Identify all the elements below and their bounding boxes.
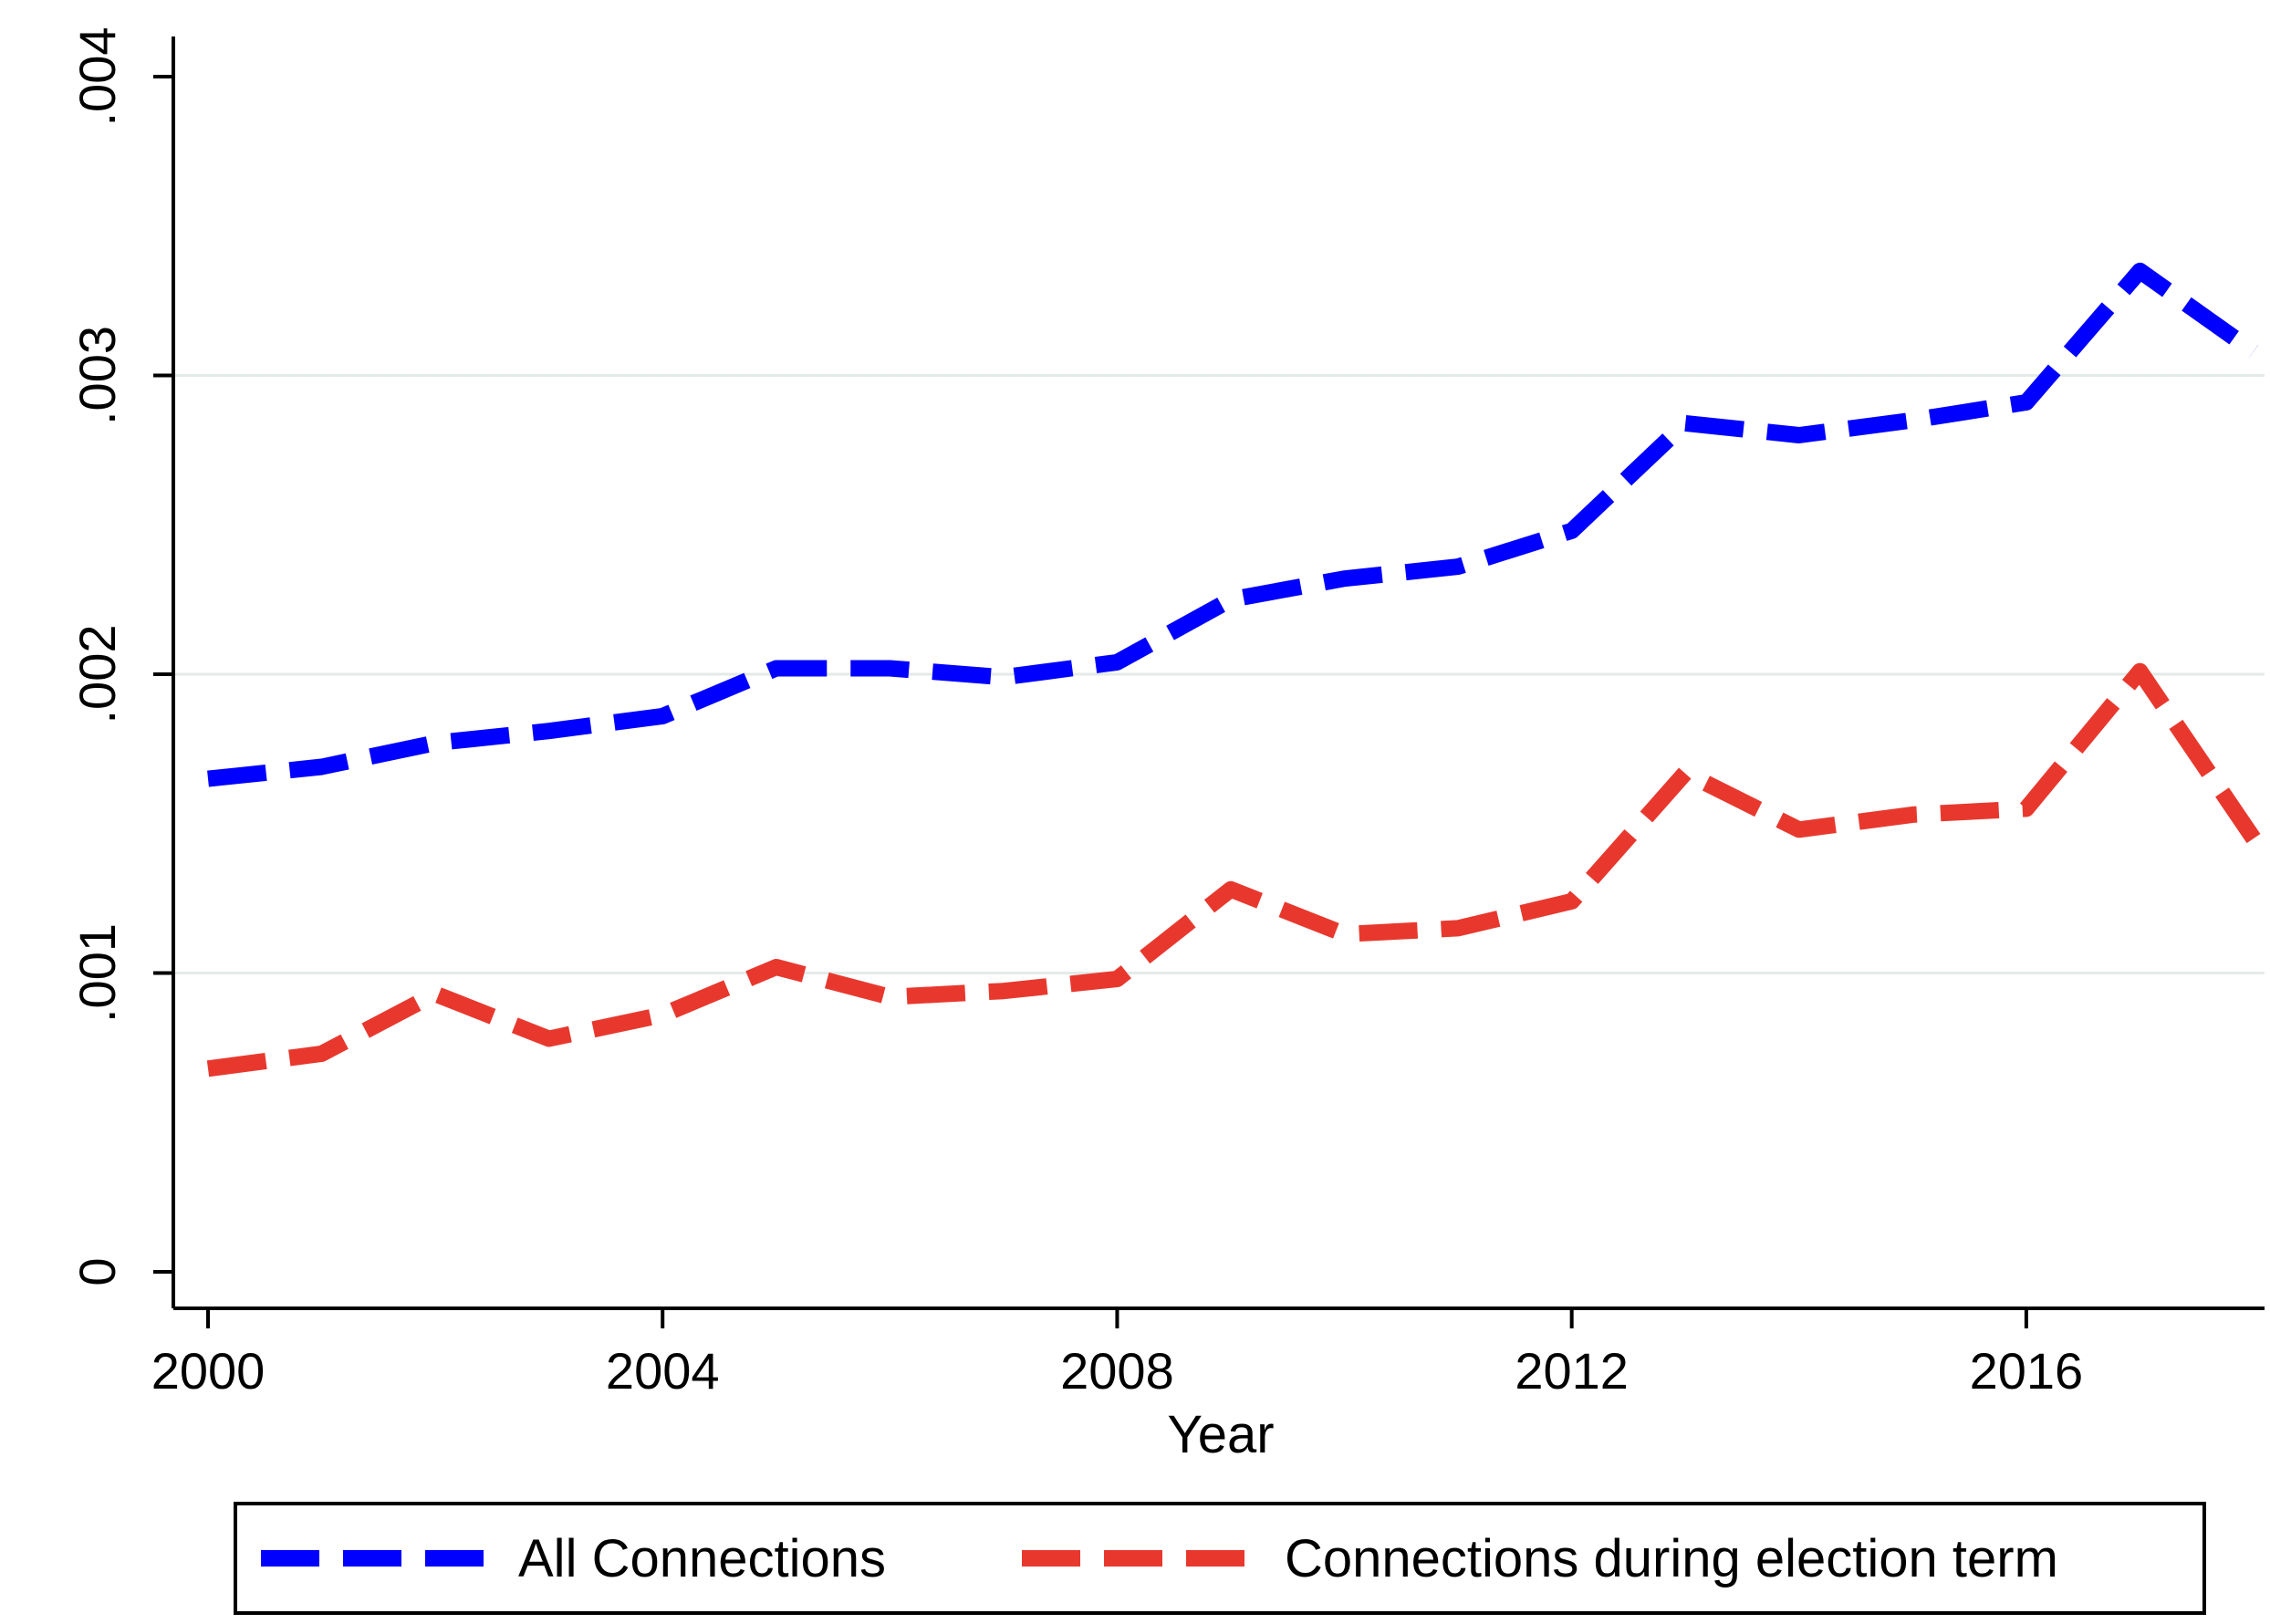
legend: All Connections Connections during electi… — [234, 1502, 2206, 1615]
x-tick-label: 2012 — [1515, 1342, 1629, 1400]
gridlines — [173, 374, 2265, 974]
y-tick-label: .003 — [68, 326, 126, 425]
y-tick-label: 0 — [68, 1257, 126, 1286]
x-tick-label: 2004 — [606, 1342, 720, 1400]
y-tick-label: .004 — [68, 27, 126, 127]
y-tick-label: .001 — [68, 923, 126, 1023]
x-tick-label: 2000 — [151, 1342, 266, 1400]
y-tick-label: .002 — [68, 625, 126, 724]
legend-label: All Connections — [518, 1529, 886, 1588]
x-tick-label: 2008 — [1060, 1342, 1174, 1400]
x-axis-title: Year — [1167, 1405, 1274, 1464]
y-axis-ticks: 0 .001 .002 .003 .004 — [68, 27, 173, 1286]
x-tick-label: 2016 — [1970, 1342, 2084, 1400]
series-group — [206, 262, 2261, 1077]
series-line-1 — [207, 262, 2259, 787]
legend-label: Connections during election term — [1285, 1529, 2058, 1588]
axes — [172, 36, 2265, 1310]
x-axis-ticks: 2000 2004 2008 2012 2016 — [151, 1308, 2083, 1400]
series-line-2 — [206, 662, 2261, 1077]
